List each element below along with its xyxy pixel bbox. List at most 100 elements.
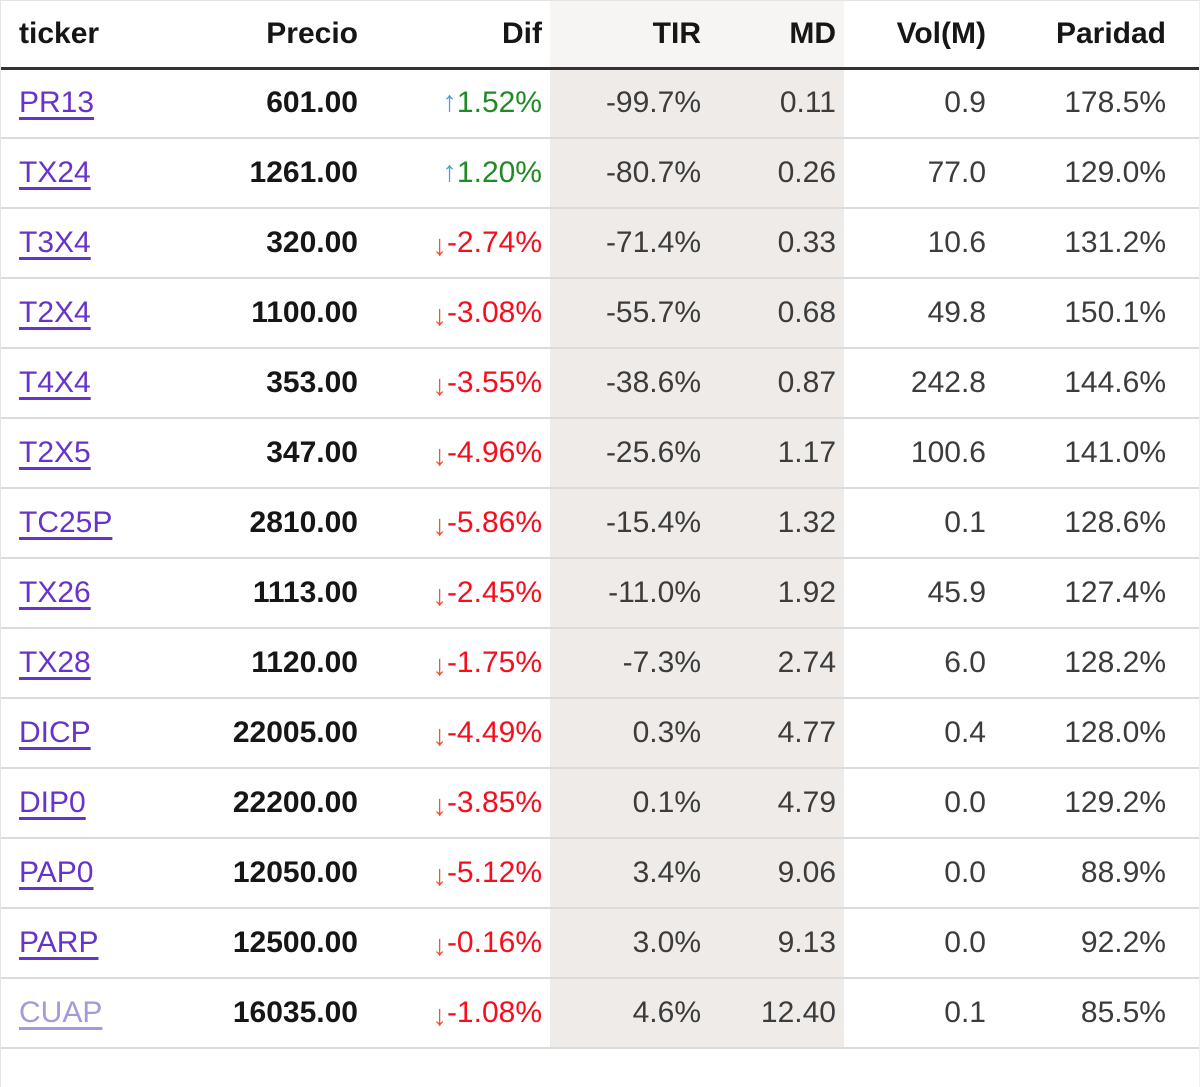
ticker-link[interactable]: T2X4 bbox=[19, 296, 91, 329]
tir-cell: -99.7% bbox=[550, 68, 709, 139]
paridad-cell: 129.0% bbox=[994, 138, 1199, 209]
tir-cell: 0.1% bbox=[550, 768, 709, 839]
table-row: TC25P 2810.00 ↓-5.86% -15.4% 1.32 0.1 12… bbox=[1, 488, 1199, 559]
dif-value: -3.08% bbox=[446, 296, 542, 329]
ticker-link[interactable]: TX28 bbox=[19, 646, 91, 679]
table-header-row: ticker Precio Dif TIR MD Vol(M) Paridad bbox=[1, 1, 1199, 70]
dif-cell: ↑1.20% bbox=[366, 138, 550, 209]
tir-cell: 0.3% bbox=[550, 698, 709, 769]
md-cell: 2.74 bbox=[709, 628, 844, 699]
arrow-down-icon: ↓ bbox=[432, 720, 447, 752]
paridad-cell: 141.0% bbox=[994, 418, 1199, 489]
ticker-cell: TC25P bbox=[1, 488, 191, 559]
vol-cell: 100.6 bbox=[844, 418, 994, 489]
vol-cell: 0.0 bbox=[844, 908, 994, 979]
vol-cell: 0.1 bbox=[844, 488, 994, 559]
vol-cell: 0.0 bbox=[844, 768, 994, 839]
table-row: T3X4 320.00 ↓-2.74% -71.4% 0.33 10.6 131… bbox=[1, 208, 1199, 279]
vol-cell: 49.8 bbox=[844, 278, 994, 349]
dif-cell: ↓-1.75% bbox=[366, 628, 550, 699]
column-header-dif: Dif bbox=[366, 1, 550, 70]
vol-cell: 242.8 bbox=[844, 348, 994, 419]
arrow-down-icon: ↓ bbox=[432, 300, 447, 332]
precio-cell: 1113.00 bbox=[191, 558, 366, 629]
dif-value: -3.55% bbox=[446, 366, 542, 399]
dif-cell: ↓-1.08% bbox=[366, 978, 550, 1049]
dif-value: -4.49% bbox=[446, 716, 542, 749]
ticker-link[interactable]: TC25P bbox=[19, 506, 113, 539]
paridad-cell: 150.1% bbox=[994, 278, 1199, 349]
tir-cell: -71.4% bbox=[550, 208, 709, 279]
ticker-link[interactable]: T4X4 bbox=[19, 366, 91, 399]
md-cell: 0.26 bbox=[709, 138, 844, 209]
dif-cell: ↑1.52% bbox=[366, 68, 550, 139]
ticker-cell: TX24 bbox=[1, 138, 191, 209]
md-cell: 4.79 bbox=[709, 768, 844, 839]
md-cell: 0.11 bbox=[709, 68, 844, 139]
vol-cell: 0.9 bbox=[844, 68, 994, 139]
ticker-cell: DICP bbox=[1, 698, 191, 769]
precio-cell: 16035.00 bbox=[191, 978, 366, 1049]
vol-cell: 77.0 bbox=[844, 138, 994, 209]
ticker-cell: TX28 bbox=[1, 628, 191, 699]
arrow-down-icon: ↓ bbox=[432, 440, 447, 472]
dif-cell: ↓-3.55% bbox=[366, 348, 550, 419]
dif-value: -0.16% bbox=[446, 926, 542, 959]
column-header-precio: Precio bbox=[191, 1, 366, 70]
ticker-cell: CUAP bbox=[1, 978, 191, 1049]
ticker-link[interactable]: CUAP bbox=[19, 996, 103, 1029]
ticker-link[interactable]: DIP0 bbox=[19, 786, 86, 819]
paridad-cell: 128.6% bbox=[994, 488, 1199, 559]
table-row: DIP0 22200.00 ↓-3.85% 0.1% 4.79 0.0 129.… bbox=[1, 768, 1199, 839]
ticker-link[interactable]: T2X5 bbox=[19, 436, 91, 469]
vol-cell: 0.0 bbox=[844, 838, 994, 909]
precio-cell: 1120.00 bbox=[191, 628, 366, 699]
table-row: T2X5 347.00 ↓-4.96% -25.6% 1.17 100.6 14… bbox=[1, 418, 1199, 489]
paridad-cell: 131.2% bbox=[994, 208, 1199, 279]
vol-cell: 0.1 bbox=[844, 978, 994, 1049]
precio-cell: 12050.00 bbox=[191, 838, 366, 909]
tir-cell: 3.0% bbox=[550, 908, 709, 979]
table-row: T2X4 1100.00 ↓-3.08% -55.7% 0.68 49.8 15… bbox=[1, 278, 1199, 349]
dif-cell: ↓-4.96% bbox=[366, 418, 550, 489]
table-row: CUAP 16035.00 ↓-1.08% 4.6% 12.40 0.1 85.… bbox=[1, 978, 1199, 1049]
ticker-link[interactable]: TX24 bbox=[19, 156, 91, 189]
ticker-link[interactable]: DICP bbox=[19, 716, 91, 749]
table-row: TX24 1261.00 ↑1.20% -80.7% 0.26 77.0 129… bbox=[1, 138, 1199, 209]
ticker-cell: DIP0 bbox=[1, 768, 191, 839]
tir-cell: -55.7% bbox=[550, 278, 709, 349]
vol-cell: 0.4 bbox=[844, 698, 994, 769]
ticker-cell: T2X4 bbox=[1, 278, 191, 349]
arrow-down-icon: ↓ bbox=[432, 580, 447, 612]
vol-cell: 45.9 bbox=[844, 558, 994, 629]
dif-value: -5.86% bbox=[446, 506, 542, 539]
ticker-link[interactable]: T3X4 bbox=[19, 226, 91, 259]
precio-cell: 22200.00 bbox=[191, 768, 366, 839]
precio-cell: 12500.00 bbox=[191, 908, 366, 979]
dif-value: -3.85% bbox=[446, 786, 542, 819]
ticker-link[interactable]: TX26 bbox=[19, 576, 91, 609]
precio-cell: 601.00 bbox=[191, 68, 366, 139]
ticker-cell: T2X5 bbox=[1, 418, 191, 489]
dif-value: -2.45% bbox=[446, 576, 542, 609]
table-row: DICP 22005.00 ↓-4.49% 0.3% 4.77 0.4 128.… bbox=[1, 698, 1199, 769]
table-row: T4X4 353.00 ↓-3.55% -38.6% 0.87 242.8 14… bbox=[1, 348, 1199, 419]
ticker-link[interactable]: PAP0 bbox=[19, 856, 94, 889]
md-cell: 0.33 bbox=[709, 208, 844, 279]
ticker-link[interactable]: PARP bbox=[19, 926, 99, 959]
paridad-cell: 88.9% bbox=[994, 838, 1199, 909]
tir-cell: -7.3% bbox=[550, 628, 709, 699]
tir-cell: -38.6% bbox=[550, 348, 709, 419]
ticker-link[interactable]: PR13 bbox=[19, 86, 95, 120]
paridad-cell: 127.4% bbox=[994, 558, 1199, 629]
ticker-cell: PR13 bbox=[1, 68, 191, 139]
table-row: TX28 1120.00 ↓-1.75% -7.3% 2.74 6.0 128.… bbox=[1, 628, 1199, 699]
md-cell: 1.17 bbox=[709, 418, 844, 489]
ticker-cell: PAP0 bbox=[1, 838, 191, 909]
tir-cell: 4.6% bbox=[550, 978, 709, 1049]
dif-cell: ↓-4.49% bbox=[366, 698, 550, 769]
dif-value: 1.52% bbox=[456, 86, 542, 120]
dif-cell: ↓-5.12% bbox=[366, 838, 550, 909]
paridad-cell: 128.2% bbox=[994, 628, 1199, 699]
